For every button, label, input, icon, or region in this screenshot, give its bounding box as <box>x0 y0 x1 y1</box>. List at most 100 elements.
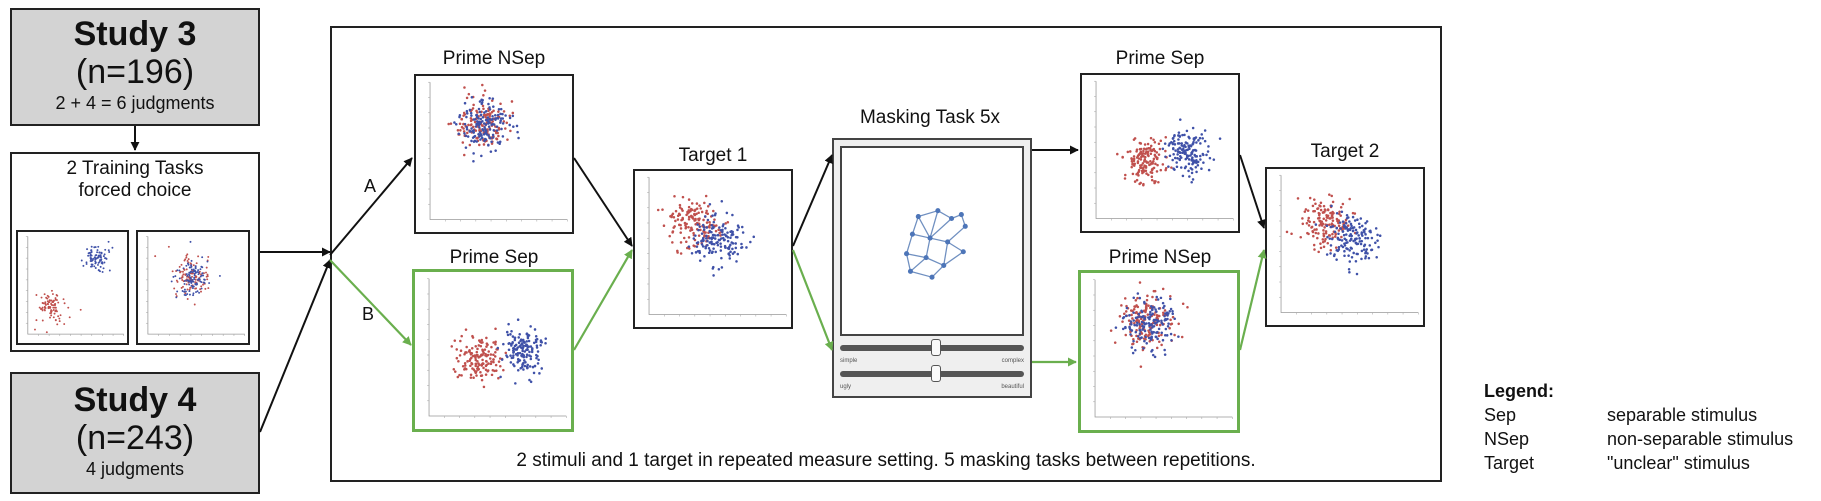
scatter-point <box>481 348 484 352</box>
scatter-point <box>506 138 509 141</box>
plot-axes <box>1280 175 1419 313</box>
scatter-point <box>704 194 708 198</box>
scatter-point <box>465 127 469 131</box>
scatter-point <box>1355 272 1359 276</box>
scatter-point <box>1154 162 1157 166</box>
scatter-point <box>724 226 727 230</box>
scatter-point <box>1149 152 1153 156</box>
scatter-point <box>1166 317 1169 321</box>
scatter-point <box>1157 153 1161 156</box>
scatter-point <box>502 342 505 346</box>
scatter-point <box>499 375 502 379</box>
scatter-point <box>1142 321 1146 325</box>
slider-simple-complex[interactable] <box>840 339 1024 356</box>
scatter-point <box>475 350 479 354</box>
scatter-point <box>740 225 744 229</box>
scatter-point <box>1335 217 1339 221</box>
scatter-point <box>485 354 488 357</box>
scatter-point <box>186 260 189 262</box>
scatter-point <box>712 233 716 237</box>
scatter-point <box>176 269 179 272</box>
scatter-point <box>705 234 708 238</box>
scatter-point <box>1369 230 1372 234</box>
slider-handle[interactable] <box>930 365 941 382</box>
scatter-point <box>1186 305 1189 309</box>
legend-desc: "unclear" stimulus <box>1607 453 1750 473</box>
scatter-point <box>470 118 474 122</box>
scatter-point <box>1331 225 1335 228</box>
scatter-point <box>1366 252 1369 255</box>
scatter-point <box>494 350 497 354</box>
scatter-point <box>1187 145 1191 149</box>
scatter-point <box>1184 157 1188 161</box>
scatter-point <box>720 256 723 260</box>
scatter-point <box>1144 155 1147 159</box>
scatter-point <box>218 274 221 277</box>
scatter-point <box>55 309 58 312</box>
scatter-point <box>1345 214 1349 217</box>
scatter-point <box>1144 335 1148 339</box>
arrow-b <box>329 259 412 346</box>
scatter-point <box>1147 154 1150 158</box>
prime-sep-top-plot <box>1080 73 1240 233</box>
scatter-point <box>1164 168 1167 172</box>
scatter-point <box>478 126 481 129</box>
scatter-point <box>691 208 694 212</box>
scatter-point <box>1322 234 1326 237</box>
scatter-point <box>207 287 210 290</box>
scatter-point <box>1299 235 1303 239</box>
scatter-point <box>518 359 522 362</box>
scatter-point <box>195 291 197 293</box>
slider-handle[interactable] <box>930 339 941 356</box>
scatter-point <box>483 348 487 351</box>
scatter-point <box>712 265 715 269</box>
scatter-point <box>1118 315 1122 318</box>
scatter-point <box>1347 254 1350 257</box>
scatter-point <box>181 279 184 281</box>
scatter-point <box>504 351 508 355</box>
slider-ugly-beautiful[interactable] <box>840 365 1024 382</box>
scatter-point <box>1346 224 1350 227</box>
scatter-point <box>676 251 679 254</box>
scatter-point <box>1171 315 1175 319</box>
scatter-point <box>497 110 500 113</box>
scatter-point <box>1161 147 1165 151</box>
scatter-point <box>1123 177 1127 180</box>
scatter-point <box>88 251 91 254</box>
scatter-point <box>716 243 720 247</box>
scatter-point <box>1143 301 1146 305</box>
scatter-point <box>1191 126 1195 130</box>
scatter-point <box>460 117 464 121</box>
scatter-point <box>181 290 184 292</box>
scatter-point <box>499 121 502 124</box>
scatter-point <box>108 251 111 253</box>
scatter-point <box>525 348 528 352</box>
scatter-point <box>677 212 681 215</box>
scatter-point <box>482 362 485 366</box>
scatter-point <box>470 114 473 117</box>
scatter-point <box>1348 197 1351 201</box>
scatter-point <box>99 256 102 259</box>
scatter-point <box>724 246 727 249</box>
scatter-point <box>1157 142 1161 146</box>
scatter-point <box>1190 152 1194 155</box>
scatter-point <box>1167 165 1170 168</box>
scatter-point <box>489 136 492 140</box>
scatter-point <box>1193 137 1196 140</box>
scatter-point <box>183 279 186 282</box>
scatter-point <box>707 251 711 254</box>
scatter-point <box>482 129 485 132</box>
scatter-point <box>497 360 501 363</box>
scatter-point <box>695 202 699 205</box>
scatter-point <box>194 265 197 268</box>
scatter-point <box>1339 227 1342 230</box>
scatter-point <box>1170 339 1173 342</box>
scatter-point <box>656 208 660 212</box>
scatter-point <box>717 228 720 232</box>
scatter-point <box>1124 333 1128 337</box>
scatter-point <box>90 245 93 248</box>
scatter-point <box>1188 175 1191 178</box>
scatter-point <box>474 345 478 348</box>
scatter-point <box>91 265 93 268</box>
scatter-point <box>492 353 495 357</box>
